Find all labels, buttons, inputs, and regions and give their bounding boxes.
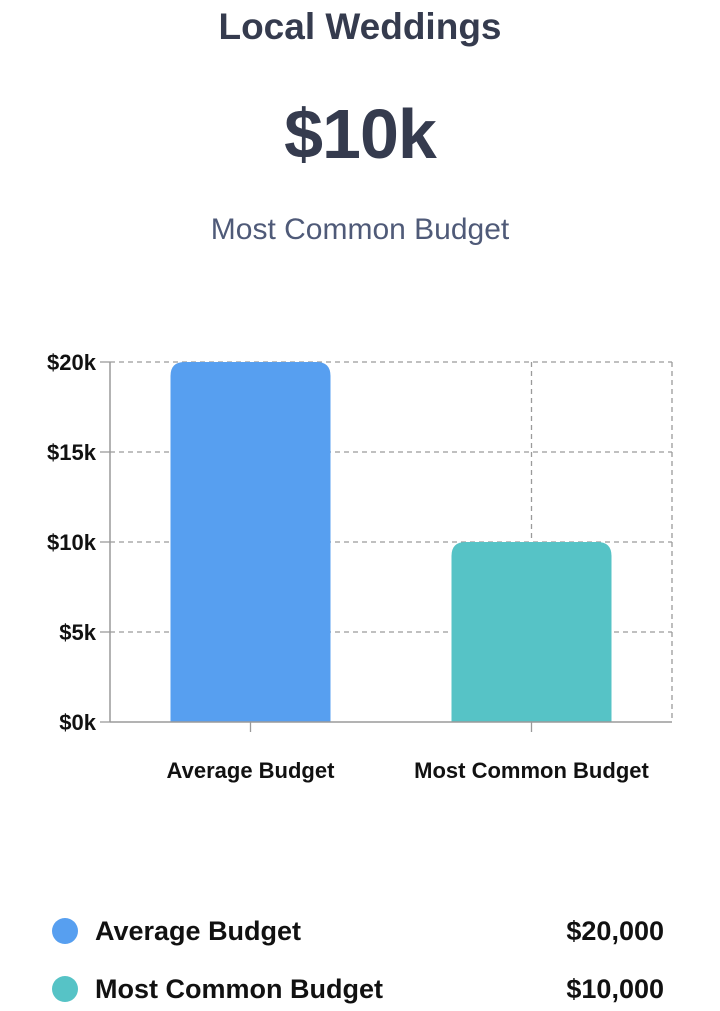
legend-item-most-common-budget: Most Common Budget $10,000	[52, 969, 664, 1009]
legend-value: $10,000	[566, 973, 664, 1004]
y-tick-label: $20k	[47, 350, 97, 375]
headline-value: $10k	[284, 95, 437, 173]
page-title: Local Weddings	[218, 6, 502, 47]
subtitle: Most Common Budget	[210, 213, 510, 246]
bar	[170, 362, 331, 722]
legend-dot-most-common-budget	[52, 976, 78, 1002]
bar	[451, 542, 612, 722]
legend-label: Average Budget	[95, 915, 302, 946]
legend-item-average-budget: Average Budget $20,000	[52, 911, 664, 951]
legend-value: $20,000	[566, 915, 664, 946]
bar-chart: $0k $5k $10k $15k $20k Average Budget Most Com…	[47, 350, 673, 783]
legend-label: Most Common Budget	[95, 973, 383, 1004]
x-tick-label: Most Common Budget	[414, 758, 649, 783]
legend-dot-average-budget	[52, 918, 78, 944]
x-tick-label: Average Budget	[167, 758, 336, 783]
y-tick-label: $10k	[47, 530, 97, 555]
y-tick-label: $15k	[47, 440, 97, 465]
y-tick-label: $0k	[59, 710, 96, 735]
y-tick-label: $5k	[59, 620, 96, 645]
